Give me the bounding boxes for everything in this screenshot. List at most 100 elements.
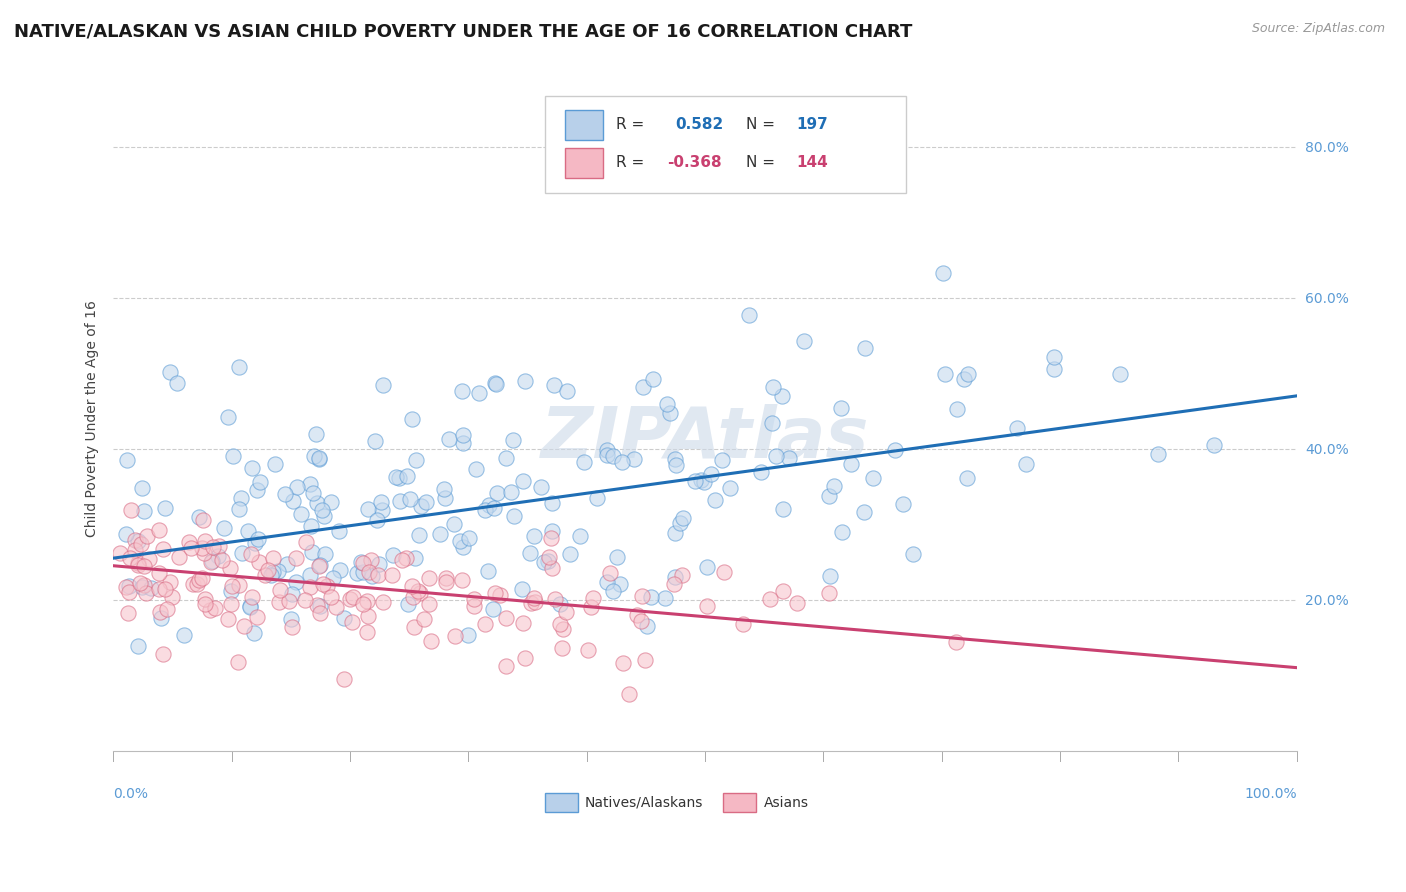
Point [449, 533, 471, 548]
Point [188, 510, 211, 524]
Point [118, 578, 141, 592]
Point [450, 573, 472, 587]
Point [664, 525, 686, 540]
Point [212, 521, 235, 535]
Point [221, 579, 243, 593]
Text: N =: N = [747, 155, 780, 170]
Point [364, 434, 387, 449]
FancyBboxPatch shape [546, 96, 905, 193]
Point [602, 449, 624, 463]
Point [945, 634, 967, 648]
Point [696, 599, 718, 614]
Point [411, 499, 433, 513]
Point [544, 592, 567, 607]
Point [486, 486, 509, 500]
Point [177, 535, 200, 549]
Point [159, 365, 181, 379]
Point [433, 482, 456, 496]
Point [240, 547, 263, 561]
Point [451, 428, 474, 442]
Point [765, 449, 787, 463]
Point [226, 655, 249, 669]
Point [127, 558, 149, 572]
Point [548, 616, 571, 631]
Point [429, 527, 451, 541]
Point [217, 612, 239, 626]
Point [274, 487, 297, 501]
Point [308, 558, 330, 572]
Point [523, 529, 546, 543]
Text: 0.0%: 0.0% [114, 788, 148, 801]
Point [579, 600, 602, 615]
Point [761, 416, 783, 430]
Point [285, 480, 308, 494]
Point [762, 380, 785, 394]
Point [194, 534, 217, 549]
Point [166, 376, 188, 390]
Point [457, 627, 479, 641]
Point [340, 615, 363, 629]
Point [704, 493, 727, 508]
Point [366, 568, 388, 582]
Point [181, 577, 204, 591]
Point [249, 475, 271, 490]
Point [315, 579, 337, 593]
Point [610, 455, 633, 469]
Point [468, 385, 491, 400]
Point [152, 542, 174, 557]
Point [308, 607, 330, 621]
Point [458, 531, 481, 545]
Text: Asians: Asians [763, 796, 808, 810]
Point [150, 611, 173, 625]
Point [713, 565, 735, 579]
Point [596, 448, 619, 462]
Point [339, 591, 361, 606]
Point [233, 619, 256, 633]
Point [515, 651, 537, 665]
Point [502, 508, 524, 523]
Bar [565, 110, 603, 140]
Point [368, 558, 391, 572]
Point [308, 451, 330, 466]
Point [401, 590, 423, 604]
Point [299, 518, 322, 533]
Text: 0.582: 0.582 [675, 118, 724, 132]
Point [219, 560, 242, 574]
Point [551, 623, 574, 637]
Point [136, 529, 159, 543]
Point [665, 458, 688, 472]
Point [370, 495, 392, 509]
Point [654, 591, 676, 606]
Point [662, 577, 685, 591]
Point [352, 565, 374, 579]
Point [132, 504, 155, 518]
Point [451, 436, 474, 450]
Point [200, 555, 222, 569]
Point [664, 452, 686, 467]
Point [540, 531, 562, 545]
Point [1015, 458, 1038, 472]
Point [862, 471, 884, 485]
Point [115, 580, 138, 594]
Point [278, 594, 301, 608]
Point [127, 534, 149, 549]
Point [401, 412, 423, 426]
Point [634, 653, 657, 667]
Point [406, 583, 429, 598]
Point [391, 553, 413, 567]
Point [443, 517, 465, 532]
Point [465, 461, 488, 475]
Point [242, 590, 264, 604]
Point [759, 592, 782, 607]
Point [356, 609, 378, 624]
Point [669, 516, 692, 530]
Point [138, 552, 160, 566]
Point [733, 617, 755, 632]
Point [946, 401, 969, 416]
Point [239, 599, 262, 613]
Point [305, 426, 328, 441]
Point [290, 507, 312, 521]
Text: R =: R = [616, 155, 650, 170]
Point [298, 580, 321, 594]
Point [204, 601, 226, 615]
